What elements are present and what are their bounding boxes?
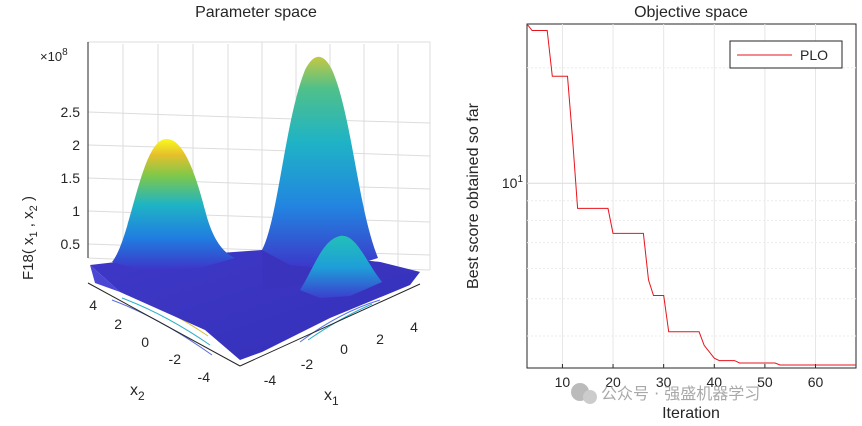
y-tick-label: 101: [502, 174, 524, 191]
surface-peak-small: [300, 235, 382, 298]
x2-tick: 4: [89, 297, 97, 313]
x2-tick: -2: [169, 351, 182, 367]
z-axis-label: F18( x1 , x2 ): [20, 196, 40, 280]
x1-ticklabels: -4 -2 0 2 4: [264, 319, 418, 388]
x-tick-label: 20: [605, 374, 621, 390]
x-tick-label: 40: [706, 374, 722, 390]
x2-tick: 0: [141, 334, 149, 350]
front-axes: [87, 42, 421, 367]
right-title: Objective space: [634, 4, 748, 21]
x-ticks: 10 20 30 40 50 60: [555, 364, 824, 390]
left-title: Parameter space: [195, 4, 317, 21]
watermark: 公众号 · 强盛机器学习: [571, 383, 760, 404]
x1-tick: 2: [376, 331, 384, 347]
x-tick-label: 60: [808, 374, 824, 390]
z-tick: 2.5: [61, 104, 81, 120]
surface-peak-left: [112, 139, 235, 270]
legend-label-plo: PLO: [800, 47, 828, 63]
z-ticklabels: 0.5 1 1.5 2 2.5: [61, 104, 81, 252]
wechat-icon-bubble: [583, 390, 597, 404]
surface-peak-right: [262, 56, 378, 270]
gridlines: [527, 24, 856, 368]
x2-ticklabels: 4 2 0 -2 -4: [89, 297, 210, 385]
x1-tick: -4: [264, 372, 277, 388]
z-tick: 0.5: [61, 236, 81, 252]
z-tick: 1: [72, 203, 80, 219]
legend: PLO: [729, 40, 843, 69]
x1-tick: -2: [301, 356, 314, 372]
x2-axis-label: x2: [130, 382, 145, 403]
surface-plot: Parameter space: [20, 4, 431, 408]
z-tick: 2: [72, 137, 80, 153]
x1-tick: 4: [410, 319, 418, 335]
x1-axis-label: x1: [324, 387, 339, 408]
convergence-plot: Objective space 10 20 30 40 50 60 101 Iterati…: [465, 4, 857, 422]
watermark-text: 公众号 · 强盛机器学习: [601, 384, 760, 403]
x2-tick: -4: [198, 369, 211, 385]
x-tick-label: 50: [757, 374, 773, 390]
z-exponent: ×108: [40, 47, 68, 64]
plot-area: [526, 23, 857, 369]
x-tick-label: 30: [656, 374, 672, 390]
series-line-plo: [526, 23, 856, 366]
x2-tick: 2: [114, 316, 122, 332]
y-axis-label: Best score obtained so far: [465, 102, 482, 289]
x1-tick: 0: [340, 341, 348, 357]
x-tick-label: 10: [555, 374, 571, 390]
x-axis-label: Iteration: [662, 405, 720, 422]
z-tick: 1.5: [61, 170, 81, 186]
